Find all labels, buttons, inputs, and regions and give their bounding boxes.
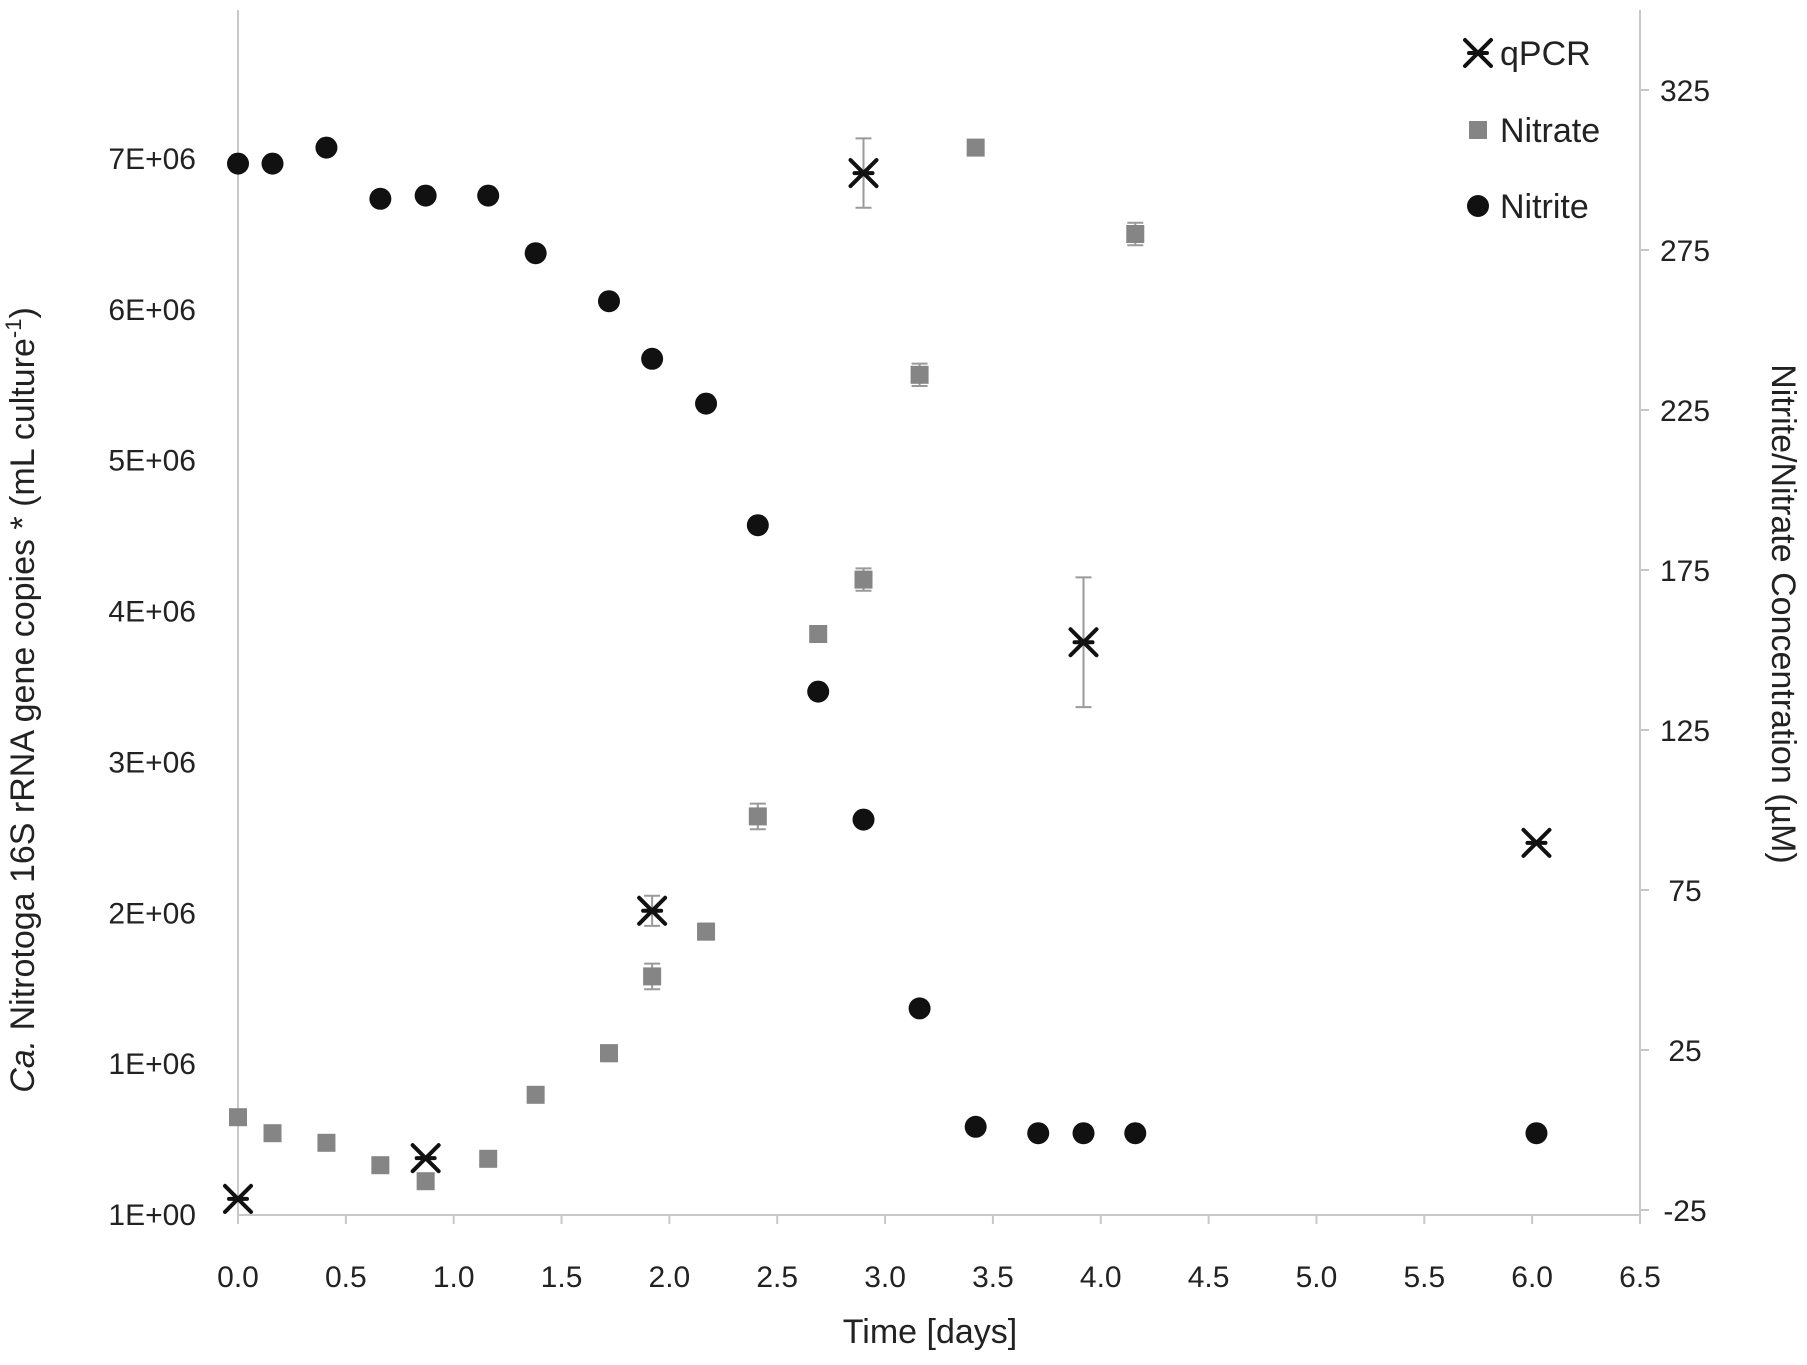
y-right-tick-label: 325 bbox=[1660, 75, 1710, 108]
y-right-tick-label: 275 bbox=[1660, 235, 1710, 268]
nitrate-point bbox=[479, 1149, 498, 1168]
qpcr-point bbox=[1521, 827, 1552, 858]
y-axis-left-title-italic: Ca. bbox=[4, 1040, 42, 1093]
legend: qPCR Nitrate Nitrite bbox=[1463, 35, 1600, 226]
x-tick-label: 3.0 bbox=[864, 1261, 906, 1294]
error-bars-group bbox=[527, 137, 1144, 1101]
x-tick-label: 2.0 bbox=[649, 1261, 691, 1294]
nitrite-point bbox=[908, 997, 931, 1020]
nitrate-point bbox=[809, 625, 828, 643]
qpcr-point bbox=[223, 1183, 253, 1214]
y-left-tick-label: 7E+06 bbox=[108, 143, 196, 176]
x-tick-label: 5.5 bbox=[1403, 1261, 1445, 1294]
x-tick-label: 1.0 bbox=[433, 1261, 475, 1294]
nitrite-point bbox=[695, 392, 718, 415]
y-right-tick-label: -25 bbox=[1663, 1195, 1706, 1228]
legend-nitrate-label: Nitrate bbox=[1500, 112, 1600, 150]
nitrite-point bbox=[1124, 1122, 1147, 1145]
nitrate-point bbox=[643, 967, 662, 986]
x-tick-label: 3.5 bbox=[972, 1261, 1014, 1294]
nitrite-point bbox=[597, 290, 620, 313]
axes-group bbox=[237, 10, 1641, 1216]
qpcr-point bbox=[848, 158, 879, 189]
qpcr-point bbox=[410, 1143, 441, 1174]
y-axis-left-title-end: ) bbox=[4, 307, 42, 318]
x-tick-label: 5.0 bbox=[1296, 1261, 1338, 1294]
y-left-tick-label: 3E+06 bbox=[108, 746, 196, 779]
nitrate-point bbox=[526, 1085, 545, 1104]
y-right-tick-label: 175 bbox=[1660, 555, 1710, 588]
nitrate-point bbox=[599, 1044, 618, 1063]
nitrate-point bbox=[416, 1172, 435, 1191]
nitrate-point bbox=[748, 807, 767, 826]
y-left-tick-label: 2E+06 bbox=[108, 897, 196, 930]
legend-qpcr-marker bbox=[1463, 38, 1493, 68]
legend-qpcr-label: qPCR bbox=[1500, 35, 1591, 73]
nitrate-point bbox=[317, 1133, 336, 1152]
y-right-tick-label: 125 bbox=[1660, 715, 1710, 748]
nitrate-point bbox=[854, 570, 873, 589]
nitrite-point bbox=[1525, 1122, 1548, 1145]
nitrite-point bbox=[852, 808, 875, 831]
legend-nitrate-marker bbox=[1469, 121, 1487, 139]
y-axis-left-title-sup: -1 bbox=[1, 319, 26, 339]
x-tick-label: 4.5 bbox=[1188, 1261, 1230, 1294]
y-axis-left-title: Ca. Nitrotoga 16S rRNA gene copies * (mL… bbox=[1, 307, 42, 1093]
nitrite-point bbox=[315, 136, 338, 159]
y-left-tick-label: 1E+00 bbox=[108, 1199, 196, 1232]
nitrate-point bbox=[910, 365, 929, 384]
y-axis-left-title-main: Nitrotoga 16S rRNA gene copies * (mL cul… bbox=[4, 338, 42, 1040]
nitrite-point bbox=[414, 184, 437, 207]
marks-group bbox=[223, 136, 1552, 1214]
y-left-tick-label: 1E+06 bbox=[108, 1048, 196, 1081]
ticks-group: 0.0 0.5 1.0 1.5 2.0 2.5 3.0 3.5 4.0 4.5 5.0 5.5 6.0 6… bbox=[108, 75, 1710, 1294]
nitrite-point bbox=[964, 1115, 987, 1138]
qpcr-point bbox=[1068, 627, 1099, 658]
nitrite-point bbox=[369, 187, 392, 210]
nitrite-point bbox=[641, 347, 664, 370]
x-tick-label: 0.0 bbox=[217, 1261, 259, 1294]
nitrite-point bbox=[524, 242, 547, 265]
nitrite-point bbox=[261, 152, 284, 175]
legend-nitrite-marker bbox=[1467, 195, 1489, 217]
x-axis-title: Time [days] bbox=[843, 1313, 1017, 1351]
y-left-tick-label: 6E+06 bbox=[108, 294, 196, 327]
nitrate-point bbox=[229, 1108, 247, 1127]
x-tick-label: 6.5 bbox=[1619, 1261, 1661, 1294]
x-tick-label: 6.0 bbox=[1511, 1261, 1553, 1294]
qpcr-point bbox=[637, 895, 668, 926]
y-left-tick-label: 5E+06 bbox=[108, 445, 196, 478]
nitrite-point bbox=[807, 680, 830, 703]
nitrate-point bbox=[966, 138, 985, 157]
y-left-tick-label: 4E+06 bbox=[108, 596, 196, 629]
nitrite-point bbox=[227, 152, 249, 175]
nitrite-point bbox=[746, 514, 769, 537]
x-tick-label: 2.5 bbox=[756, 1261, 798, 1294]
nitrite-point bbox=[1072, 1122, 1095, 1145]
y-right-tick-label: 25 bbox=[1668, 1035, 1701, 1068]
x-tick-label: 1.5 bbox=[541, 1261, 583, 1294]
nitrite-point bbox=[477, 184, 500, 207]
legend-nitrite-label: Nitrite bbox=[1500, 188, 1589, 226]
x-tick-label: 4.0 bbox=[1080, 1261, 1122, 1294]
y-right-tick-label: 225 bbox=[1660, 395, 1710, 428]
nitrite-point bbox=[1027, 1122, 1050, 1145]
nitrate-point bbox=[697, 922, 716, 941]
y-axis-right-title: Nitrite/Nitrate Concentration (µM) bbox=[1764, 364, 1802, 864]
y-right-tick-label: 75 bbox=[1668, 875, 1701, 908]
nitrate-point bbox=[1126, 225, 1145, 243]
nitrate-point bbox=[371, 1156, 390, 1175]
x-tick-label: 0.5 bbox=[325, 1261, 367, 1294]
nitrate-point bbox=[263, 1124, 282, 1143]
